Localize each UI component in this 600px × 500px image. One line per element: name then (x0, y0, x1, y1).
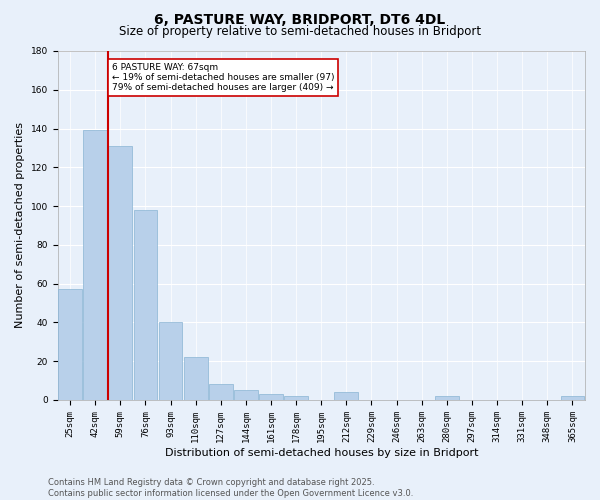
Bar (560, 396, 584, 400)
Bar (284, 396, 308, 400)
Y-axis label: Number of semi-detached properties: Number of semi-detached properties (15, 122, 25, 328)
Bar (83, 130, 107, 400)
Bar (259, 394, 283, 400)
Text: 6 PASTURE WAY: 67sqm
← 19% of semi-detached houses are smaller (97)
79% of semi-: 6 PASTURE WAY: 67sqm ← 19% of semi-detac… (112, 62, 334, 92)
Bar (109, 146, 132, 400)
Bar (158, 322, 182, 400)
Text: Size of property relative to semi-detached houses in Bridport: Size of property relative to semi-detach… (119, 25, 481, 38)
Bar (134, 210, 157, 400)
Text: 6, PASTURE WAY, BRIDPORT, DT6 4DL: 6, PASTURE WAY, BRIDPORT, DT6 4DL (154, 12, 446, 26)
Bar (184, 358, 208, 400)
Bar (58, 290, 82, 400)
X-axis label: Distribution of semi-detached houses by size in Bridport: Distribution of semi-detached houses by … (164, 448, 478, 458)
Text: Contains HM Land Registry data © Crown copyright and database right 2025.
Contai: Contains HM Land Registry data © Crown c… (48, 478, 413, 498)
Bar (435, 396, 459, 400)
Bar (234, 390, 258, 400)
Bar (209, 384, 233, 400)
Bar (334, 392, 358, 400)
